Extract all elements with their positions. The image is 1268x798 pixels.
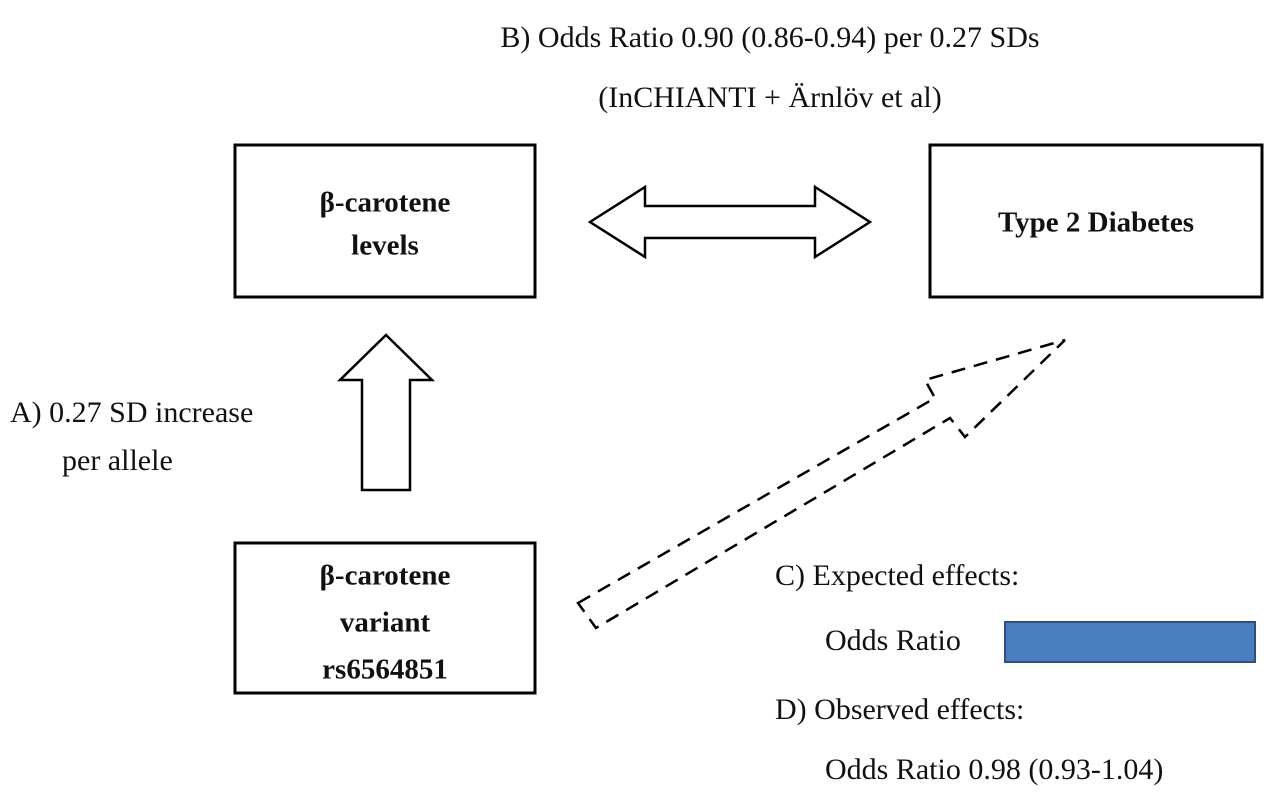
expected-label: Odds Ratio <box>825 624 961 657</box>
expected-heading: C) Expected effects: <box>775 559 1019 592</box>
node-box <box>233 143 537 299</box>
up-arrow <box>336 333 436 492</box>
node-box <box>233 541 537 695</box>
annotation: A) 0.27 SD increase <box>10 396 253 429</box>
redaction <box>1004 621 1256 663</box>
node-label: β-carotene <box>320 187 451 219</box>
dashed-arrow <box>576 338 1066 630</box>
observed-heading: D) Observed effects: <box>775 693 1024 726</box>
node-label: rs6564851 <box>322 654 448 686</box>
header-line: (InCHIANTI + Ärnlöv et al) <box>598 81 942 114</box>
observed-label: Odds Ratio 0.98 (0.93-1.04) <box>825 753 1163 786</box>
double-arrow <box>587 184 873 260</box>
annotation: per allele <box>62 444 173 477</box>
header-line: B) Odds Ratio 0.90 (0.86-0.94) per 0.27 … <box>500 21 1039 54</box>
node-label: levels <box>351 230 419 262</box>
node-box <box>928 143 1264 299</box>
node-label: β-carotene <box>320 560 451 592</box>
node-label: variant <box>340 607 431 639</box>
node-label: Type 2 Diabetes <box>998 207 1194 239</box>
